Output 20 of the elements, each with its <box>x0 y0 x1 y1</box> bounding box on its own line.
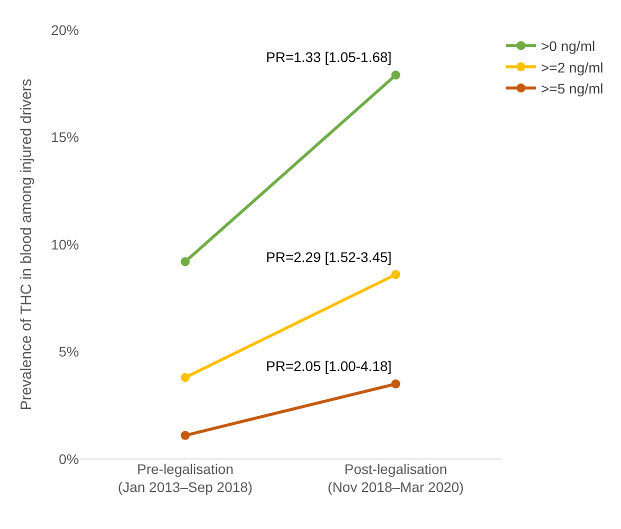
legend-label: >=5 ng/ml <box>541 80 604 96</box>
y-tick-label: 10% <box>50 236 79 252</box>
annotation: PR=1.33 [1.05-1.68] <box>266 49 392 65</box>
annotation: PR=2.29 [1.52-3.45] <box>266 249 392 265</box>
legend-label: >0 ng/ml <box>541 38 596 54</box>
point <box>391 379 400 388</box>
point <box>180 430 190 440</box>
point <box>180 257 190 266</box>
y-tick-label: 20% <box>50 22 79 38</box>
legend-label: >=2 ng/ml <box>541 59 604 76</box>
y-tick-label: 5% <box>58 344 79 360</box>
annotation: PR=2.05 [1.00-4.18] <box>266 358 392 374</box>
x-tick-label: Pre-legalisation (Jan 2013–Sep 2018) <box>118 461 253 496</box>
x-tick-label: Post-legalisation (Nov 2018–Mar 2020) <box>328 461 464 496</box>
point <box>180 372 190 382</box>
y-axis-title: Prevalence of THC in blood among injured drivers <box>18 78 36 410</box>
point <box>391 270 400 280</box>
point <box>391 70 400 80</box>
y-tick-label: 0% <box>58 450 79 467</box>
y-tick-label: 15% <box>50 129 79 146</box>
